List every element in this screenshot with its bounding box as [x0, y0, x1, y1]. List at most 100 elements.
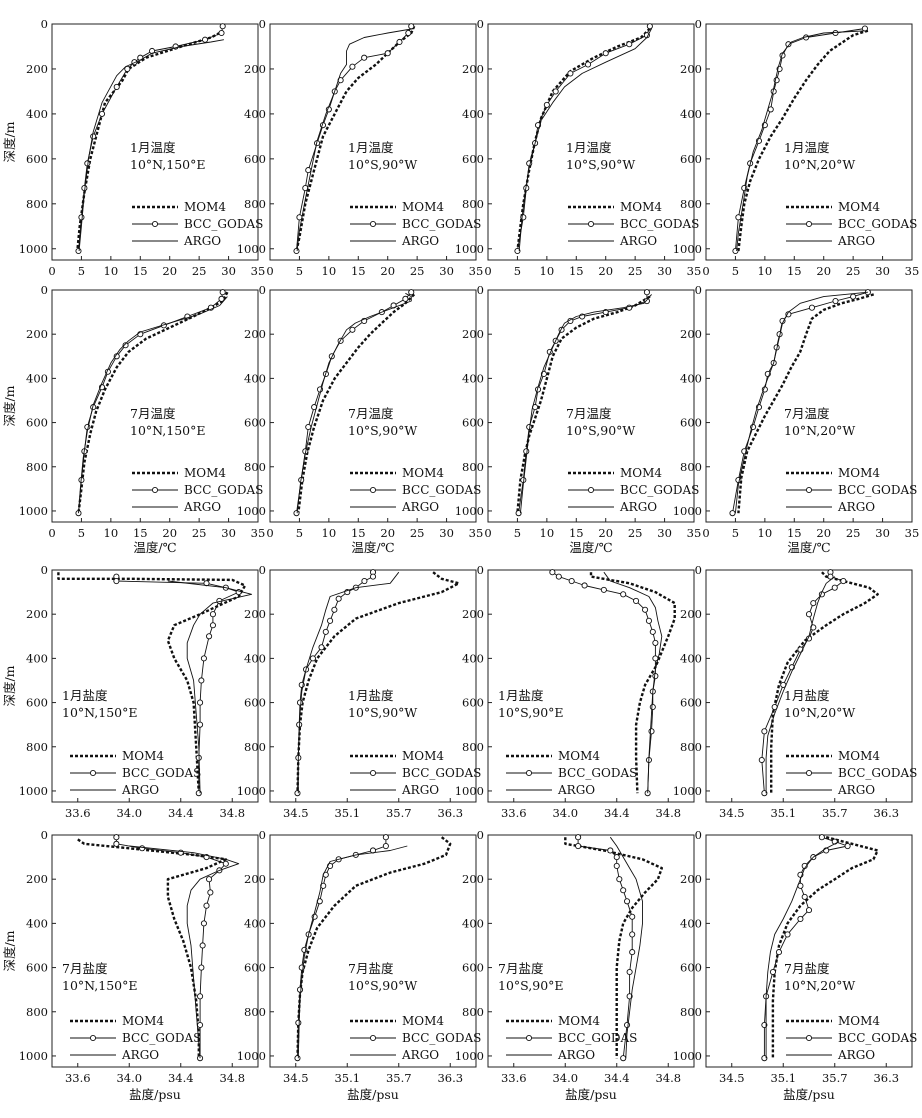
y-tick-label: 200 [26, 872, 48, 886]
x-tick-label: 34.8 [655, 806, 681, 820]
series-point-bcc [369, 573, 377, 580]
y-tick-label: 600 [462, 961, 484, 975]
x-tick-label: 25 [846, 526, 861, 540]
series-point-bcc [844, 842, 851, 850]
y-tick-label: 1000 [673, 242, 702, 256]
legend-label-mom4: MOM4 [402, 749, 444, 763]
x-tick-label: 30 [439, 264, 454, 278]
x-tick-label: 34.8 [219, 1071, 245, 1085]
y-tick-label: 0 [41, 828, 48, 842]
panel-title: 7月盐度 [348, 961, 394, 976]
panel-subtitle: 10°N,20°W [784, 157, 855, 172]
legend-label-mom4: MOM4 [838, 466, 880, 480]
series-point-bcc [600, 586, 607, 593]
series-point-bcc [218, 295, 225, 302]
legend-marker-bcc [151, 486, 159, 494]
plot-frame [705, 834, 913, 1068]
series-point-bcc [652, 673, 659, 680]
x-tick-label: 10 [322, 526, 337, 540]
y-tick-label: 600 [26, 696, 48, 710]
panel-r4c3: 0 200 400 600 800 1000 33.6 34.0 34.4 34.8 盐度/psu 7… [455, 828, 695, 1102]
series-point-bcc [585, 61, 592, 68]
y-tick-label: 200 [680, 607, 702, 621]
x-tick-label: 33.6 [65, 1071, 91, 1085]
series-point-bcc [523, 448, 530, 455]
series-point-bcc [327, 617, 334, 624]
panel-subtitle: 10°N,150°E [62, 705, 138, 720]
legend-label-mom4: MOM4 [402, 1014, 444, 1028]
y-tick-label: 400 [26, 371, 48, 385]
legend-marker-bcc [587, 486, 595, 494]
x-tick-label: 30 [657, 526, 672, 540]
legend-label-argo: ARGO [183, 234, 221, 248]
x-tick-label: 5 [78, 264, 85, 278]
y-tick-label: 400 [244, 371, 266, 385]
legend-label-mom4: MOM4 [838, 1014, 880, 1028]
series-point-bcc [729, 510, 736, 517]
panel-r4c4: 0 200 400 600 800 1000 34.5 35.1 35.7 36.3 盐度/psu 7… [673, 828, 918, 1102]
series-point-bcc [294, 1055, 301, 1062]
y-tick-label: 800 [462, 740, 484, 754]
y-tick-label: 1000 [673, 784, 702, 798]
series-point-bcc [382, 834, 389, 841]
y-tick-label: 800 [26, 460, 48, 474]
panel-r3c1: 0 200 400 600 800 1000 33.6 34.0 34.4 34.8 深度/m 1月盐… [2, 563, 259, 820]
x-tick-label: 30 [875, 264, 890, 278]
series-line-argo [603, 571, 663, 794]
legend-label-argo: ARGO [121, 1048, 159, 1062]
legend-label-argo: ARGO [619, 234, 657, 248]
series-point-bcc [767, 106, 774, 113]
series-line-mom4 [770, 571, 879, 794]
y-tick-label: 1000 [237, 242, 266, 256]
series-point-bcc [199, 942, 206, 949]
legend-label-mom4: MOM4 [122, 749, 164, 763]
x-tick-label: 25 [628, 526, 643, 540]
series-point-bcc [805, 907, 813, 914]
y-tick-label: 1000 [237, 784, 266, 798]
x-tick-label: 20 [380, 526, 395, 540]
series-point-bcc [831, 584, 838, 591]
x-tick-label: 36.3 [437, 1071, 463, 1085]
y-tick-label: 200 [680, 327, 702, 341]
legend-label-bcc: BCC_GODAS [838, 483, 917, 497]
x-tick-label: 35 [251, 264, 266, 278]
x-tick-label: 35 [687, 264, 702, 278]
series-point-bcc [98, 110, 106, 117]
series-point-bcc [396, 38, 403, 46]
y-tick-label: 0 [695, 828, 702, 842]
x-tick-label: 15 [787, 264, 802, 278]
series-point-bcc [198, 964, 205, 971]
series-point-bcc [732, 247, 739, 255]
panel-subtitle: 10°N,20°W [784, 423, 855, 438]
series-point-bcc [801, 893, 808, 900]
series-point-bcc [649, 703, 656, 711]
x-tick-label: 30 [221, 264, 236, 278]
x-tick-label: 34.0 [552, 1071, 578, 1085]
x-tick-label: 0 [266, 264, 273, 278]
series-point-bcc [652, 639, 659, 646]
series-point-bcc [645, 617, 652, 624]
y-tick-label: 600 [462, 696, 484, 710]
legend-label-argo: ARGO [837, 500, 875, 514]
x-tick-label: 25 [192, 264, 207, 278]
legend-marker-bcc [805, 486, 813, 494]
x-tick-label: 35 [469, 526, 484, 540]
x-tick-label: 35.7 [822, 806, 848, 820]
series-point-bcc [607, 847, 614, 854]
series-point-bcc [840, 577, 847, 585]
panel-title: 1月盐度 [784, 688, 830, 703]
series-point-bcc [626, 41, 633, 48]
panel-r3c2: 0 200 400 600 800 1000 34.5 35.1 35.7 36.3 1月盐度 10°… [237, 563, 482, 820]
y-tick-label: 200 [244, 327, 266, 341]
y-tick-label: 600 [462, 152, 484, 166]
y-tick-label: 400 [26, 916, 48, 930]
x-tick-label: 35.1 [334, 1071, 360, 1085]
y-tick-label: 400 [680, 651, 702, 665]
plot-frame [487, 569, 695, 803]
series-point-bcc [195, 790, 202, 797]
series-point-bcc [549, 569, 556, 576]
series-point-bcc [514, 247, 521, 255]
legend-label-mom4: MOM4 [620, 200, 662, 214]
